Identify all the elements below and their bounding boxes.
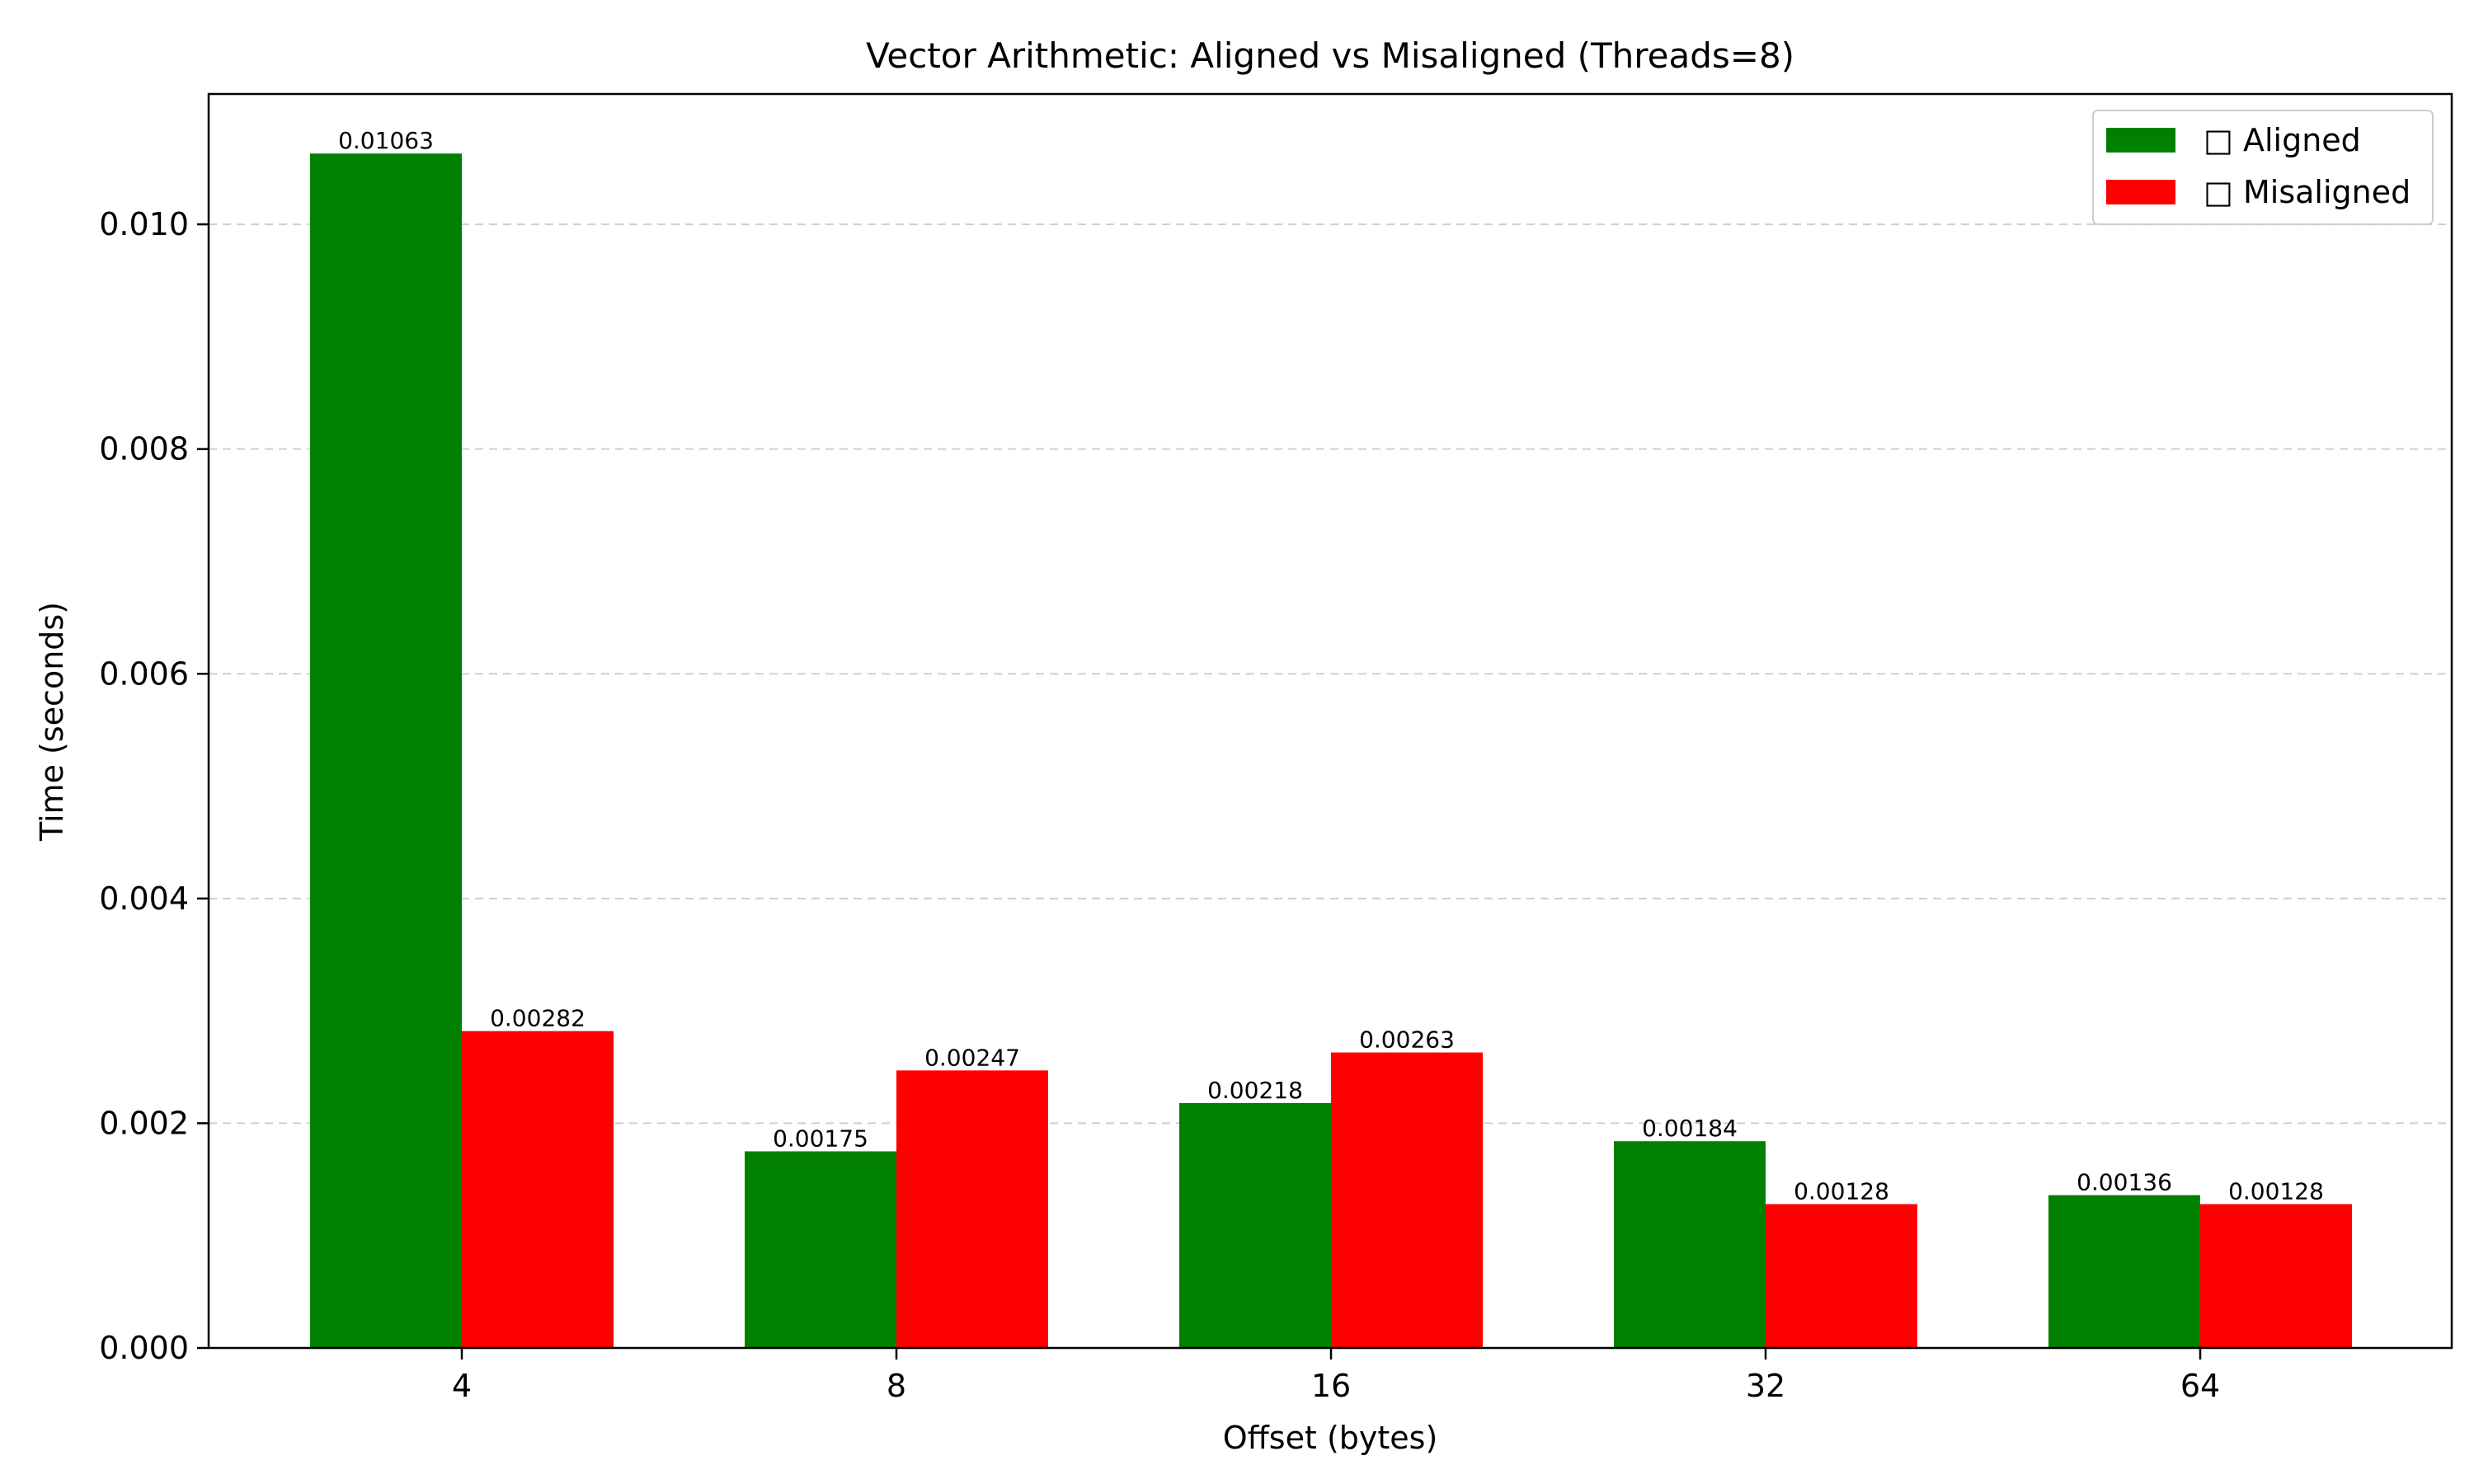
legend: □ Aligned □ Misaligned xyxy=(2092,110,2434,225)
bar-value-label: 0.00136 xyxy=(2077,1169,2172,1196)
bar-misaligned-8 xyxy=(896,1070,1048,1348)
bar-aligned-32 xyxy=(1614,1141,1766,1348)
bar-value-label: 0.00263 xyxy=(1359,1026,1455,1054)
bar-value-label: 0.00175 xyxy=(773,1125,868,1152)
bar-misaligned-16 xyxy=(1331,1052,1483,1348)
bar-aligned-4 xyxy=(310,153,462,1348)
x-axis-ticks: 4 8 16 32 64 xyxy=(452,1348,2220,1404)
y-tick-label: 0.010 xyxy=(99,206,189,242)
bars xyxy=(310,153,2352,1348)
bar-aligned-16 xyxy=(1179,1102,1331,1348)
y-tick-label: 0.000 xyxy=(99,1330,189,1366)
y-tick-label: 0.002 xyxy=(99,1105,189,1141)
bar-misaligned-4 xyxy=(462,1031,614,1348)
bar-value-label: 0.00282 xyxy=(490,1005,586,1032)
x-tick-label: 32 xyxy=(1746,1368,1785,1404)
y-tick-label: 0.004 xyxy=(99,881,189,917)
bar-aligned-8 xyxy=(745,1151,896,1348)
bar-value-label: 0.00128 xyxy=(2228,1178,2324,1205)
bar-misaligned-64 xyxy=(2200,1204,2352,1348)
legend-label-aligned: □ Aligned xyxy=(2204,122,2361,158)
legend-label-misaligned: □ Misaligned xyxy=(2204,174,2411,210)
chart-title: Vector Arithmetic: Aligned vs Misaligned… xyxy=(866,35,1794,76)
bar-value-labels: 0.01063 0.00175 0.00218 0.00184 0.00136 0.002… xyxy=(338,127,2324,1205)
legend-swatch-misaligned xyxy=(2106,180,2175,204)
x-tick-label: 64 xyxy=(2180,1368,2220,1404)
bar-aligned-64 xyxy=(2048,1195,2200,1348)
y-axis-ticks: 0.000 0.002 0.004 0.006 0.008 0.010 xyxy=(99,206,209,1366)
x-tick-label: 16 xyxy=(1311,1368,1351,1404)
y-tick-label: 0.008 xyxy=(99,431,189,467)
x-axis-label: Offset (bytes) xyxy=(1223,1420,1438,1456)
bar-value-label: 0.00218 xyxy=(1207,1077,1303,1104)
bar-value-label: 0.00184 xyxy=(1642,1115,1738,1142)
legend-swatch-aligned xyxy=(2106,128,2175,153)
x-tick-label: 4 xyxy=(452,1368,472,1404)
bar-value-label: 0.01063 xyxy=(338,127,434,154)
bar-misaligned-32 xyxy=(1766,1204,1917,1348)
y-tick-label: 0.006 xyxy=(99,655,189,692)
bar-value-label: 0.00128 xyxy=(1794,1178,1889,1205)
x-tick-label: 8 xyxy=(887,1368,906,1404)
y-axis-label: Time (seconds) xyxy=(34,602,70,842)
legend-box xyxy=(2092,110,2434,225)
bar-value-label: 0.00247 xyxy=(924,1044,1020,1071)
